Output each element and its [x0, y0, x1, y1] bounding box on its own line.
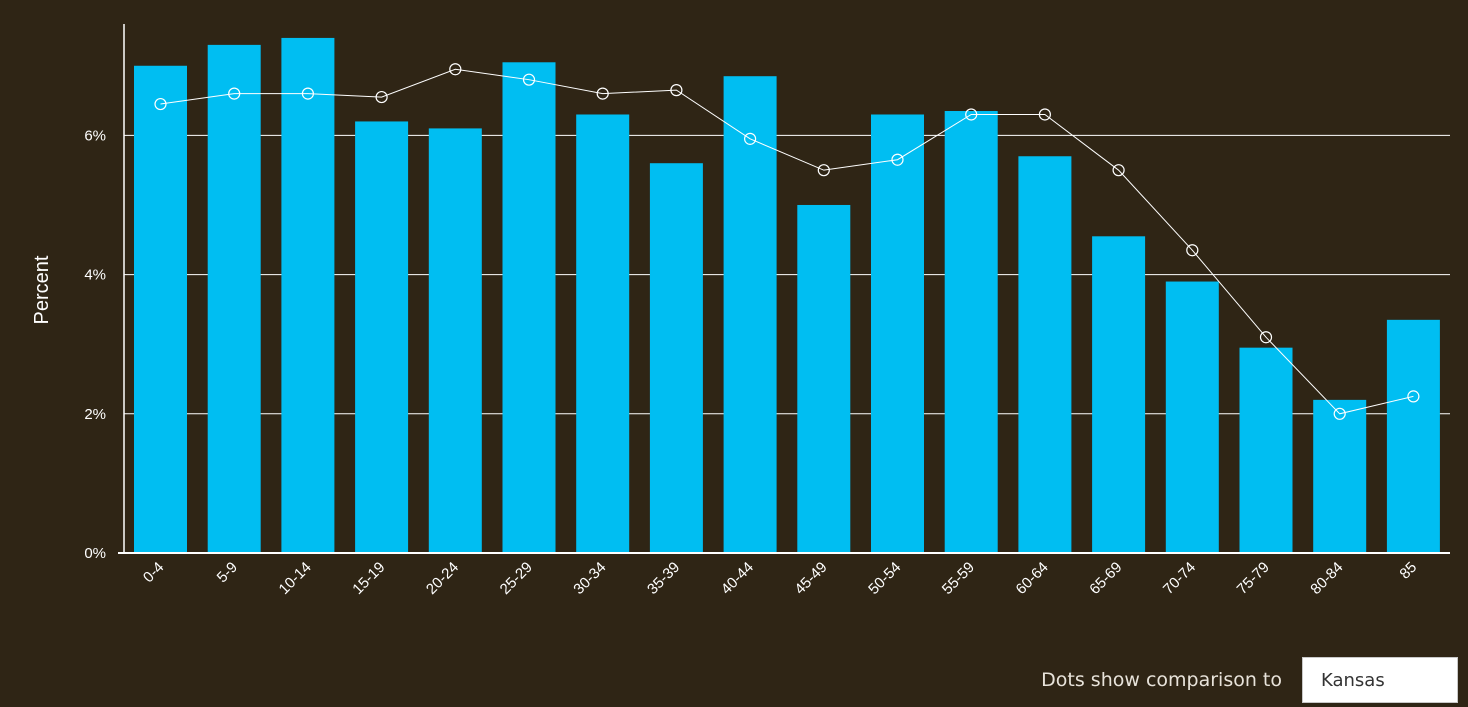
bar[interactable]	[1092, 236, 1146, 553]
comparison-point[interactable]	[301, 87, 314, 100]
bar[interactable]	[1018, 156, 1072, 553]
y-tick-label: 4%	[84, 267, 106, 284]
comparison-polyline	[160, 68, 1414, 415]
bar[interactable]	[1313, 399, 1367, 553]
comparison-point[interactable]	[154, 97, 167, 111]
x-tick-label: 60-64	[1013, 559, 1052, 598]
x-tick-label: 80-84	[1307, 559, 1346, 598]
comparison-point[interactable]	[375, 90, 388, 104]
bar[interactable]	[207, 44, 261, 553]
comparison-point[interactable]	[228, 87, 241, 100]
x-tick-label: 70-74	[1160, 559, 1199, 598]
comparison-point[interactable]	[965, 108, 978, 121]
x-tick-label: 40-44	[718, 559, 757, 598]
comparison-point[interactable]	[449, 63, 462, 76]
x-tick-label: 5-9	[214, 559, 241, 586]
comparison-point[interactable]	[1112, 164, 1125, 177]
bar[interactable]	[428, 128, 482, 553]
gridlines	[124, 134, 1450, 415]
comparison-point[interactable]	[1186, 244, 1199, 257]
y-tick-label: 2%	[84, 406, 106, 423]
comparison-point[interactable]	[817, 164, 830, 177]
bar[interactable]	[1386, 319, 1440, 553]
comparison-point[interactable]	[891, 153, 904, 166]
bar[interactable]	[502, 62, 556, 553]
x-tick-label: 10-14	[276, 559, 315, 598]
x-tick-label: 0-4	[140, 559, 167, 586]
bar[interactable]	[871, 114, 924, 553]
x-tick-label: 75-79	[1234, 559, 1273, 598]
x-tick-label: 35-39	[644, 559, 683, 598]
x-tick-label: 20-24	[423, 559, 462, 598]
comparison-point[interactable]	[1038, 108, 1052, 121]
y-tick-label: 0%	[84, 545, 106, 562]
comparison-line	[154, 63, 1420, 420]
comparison-select[interactable]: Kansas	[1302, 657, 1458, 703]
comparison-point[interactable]	[596, 87, 609, 100]
x-tick-label: 55-59	[939, 559, 978, 598]
comparison-control: Dots show comparison to Kansas	[1041, 657, 1458, 703]
x-tick-label: 30-34	[570, 559, 609, 598]
comparison-point[interactable]	[522, 73, 536, 86]
comparison-point[interactable]	[1259, 331, 1273, 344]
bar[interactable]	[649, 163, 703, 554]
bar[interactable]	[1239, 347, 1293, 553]
comparison-point[interactable]	[1333, 407, 1346, 420]
x-tick-label: 15-19	[349, 559, 388, 598]
bar[interactable]	[723, 76, 777, 553]
bar[interactable]	[355, 121, 409, 554]
bar[interactable]	[1165, 281, 1219, 553]
comparison-point[interactable]	[670, 84, 683, 97]
bar[interactable]	[576, 114, 630, 553]
y-axis-title: Percent	[31, 255, 53, 324]
x-tick-label: 65-69	[1086, 559, 1125, 598]
x-tick-label: 45-49	[791, 559, 830, 598]
x-tick-label: 85	[1396, 559, 1420, 583]
bar[interactable]	[797, 204, 851, 553]
comparison-label: Dots show comparison to	[1041, 669, 1282, 691]
bar[interactable]	[944, 111, 998, 553]
x-tick-label: 50-54	[865, 559, 904, 598]
y-tick-label: 6%	[84, 127, 106, 144]
bars	[134, 37, 1440, 554]
x-tick-label: 25-29	[497, 559, 536, 598]
bar[interactable]	[134, 65, 187, 554]
bar[interactable]	[281, 37, 335, 554]
age-distribution-chart: 0% 2% 4% 6% 0-4 5-9 10-14 15-19 20-24 25-29 30-34 3…	[31, 24, 1450, 598]
comparison-point[interactable]	[1407, 390, 1420, 403]
comparison-point[interactable]	[743, 132, 757, 145]
